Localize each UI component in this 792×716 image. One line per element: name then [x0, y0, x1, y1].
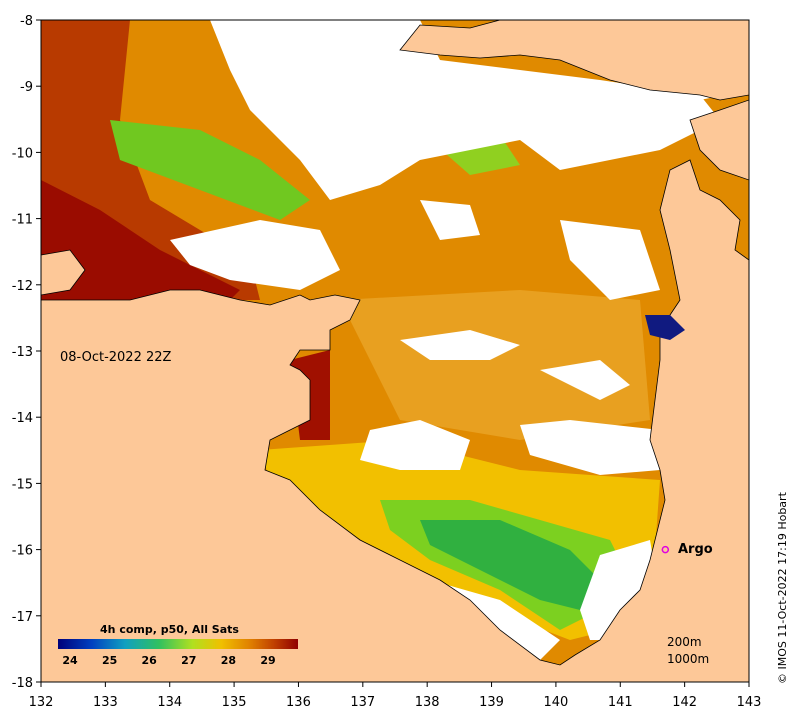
cloud-north [210, 20, 720, 200]
x-tick-label: 139 [479, 695, 504, 710]
sst-mid-gulf [340, 290, 650, 440]
y-tick-label: -17 [12, 610, 33, 625]
x-tick-label: 132 [29, 695, 54, 710]
y-axis: -8 -9 -10 -11 -12 -13 -14 -15 -16 -17 -18 [12, 14, 41, 691]
cloud-west-band [170, 220, 340, 290]
x-tick-label: 143 [737, 695, 762, 710]
y-tick-label: -10 [12, 146, 33, 161]
colorbar-tick-label: 29 [260, 654, 276, 667]
sst-green-north-a [110, 120, 310, 220]
sst-cold-patch [645, 315, 685, 340]
cloud-gulf-south [360, 420, 470, 470]
timestamp-label: 08-Oct-2022 22Z [60, 350, 172, 365]
cloud-mid-b [560, 220, 660, 300]
x-axis: 132 133 134 135 136 137 138 139 140 141 142 143 [29, 682, 762, 710]
cloud-east-b [520, 420, 660, 475]
colorbar-tick-label: 24 [62, 654, 78, 667]
x-tick-label: 138 [415, 695, 440, 710]
y-tick-label: -16 [12, 544, 33, 559]
x-tick-label: 136 [286, 695, 311, 710]
colorbar [58, 639, 298, 649]
y-tick-label: -14 [12, 411, 33, 426]
y-tick-label: -11 [12, 213, 33, 228]
colorbar-tick-label: 25 [101, 654, 118, 667]
y-tick-label: -9 [20, 80, 33, 95]
colorbar-tick-label: 26 [141, 654, 157, 667]
land-island [689, 99, 749, 181]
land-west-small [41, 249, 86, 296]
land-cape-york [41, 159, 749, 682]
y-tick-label: -13 [12, 345, 33, 360]
credit-text: © IMOS 11-Oct-2022 17:19 Hobart [776, 492, 789, 684]
cloud-mid-a [420, 200, 480, 240]
x-tick-label: 133 [93, 695, 118, 710]
x-tick-label: 140 [543, 695, 568, 710]
argo-label: Argo [678, 542, 713, 557]
colorbar-tick-label: 27 [181, 654, 197, 667]
land-png [399, 20, 749, 101]
y-tick-label: -15 [12, 477, 33, 492]
cloud-east-a [540, 360, 630, 400]
x-tick-label: 137 [350, 695, 375, 710]
sst-hottest-west [41, 180, 240, 300]
y-tick-label: -18 [12, 676, 33, 691]
depth-1000-label: 1000m [667, 652, 710, 666]
colorbar-title: 4h comp, p50, All Sats [100, 623, 239, 636]
y-tick-label: -12 [12, 279, 33, 294]
cloud-mid-c [400, 330, 520, 360]
x-tick-label: 135 [222, 695, 247, 710]
depth-200-label: 200m [667, 635, 702, 649]
argo-marker-icon[interactable] [661, 545, 670, 554]
x-tick-label: 141 [608, 695, 633, 710]
colorbar-tick-label: 28 [220, 654, 237, 667]
x-tick-label: 142 [672, 695, 697, 710]
y-tick-label: -8 [20, 14, 33, 29]
x-tick-label: 134 [157, 695, 182, 710]
sst-green-core [420, 520, 600, 610]
